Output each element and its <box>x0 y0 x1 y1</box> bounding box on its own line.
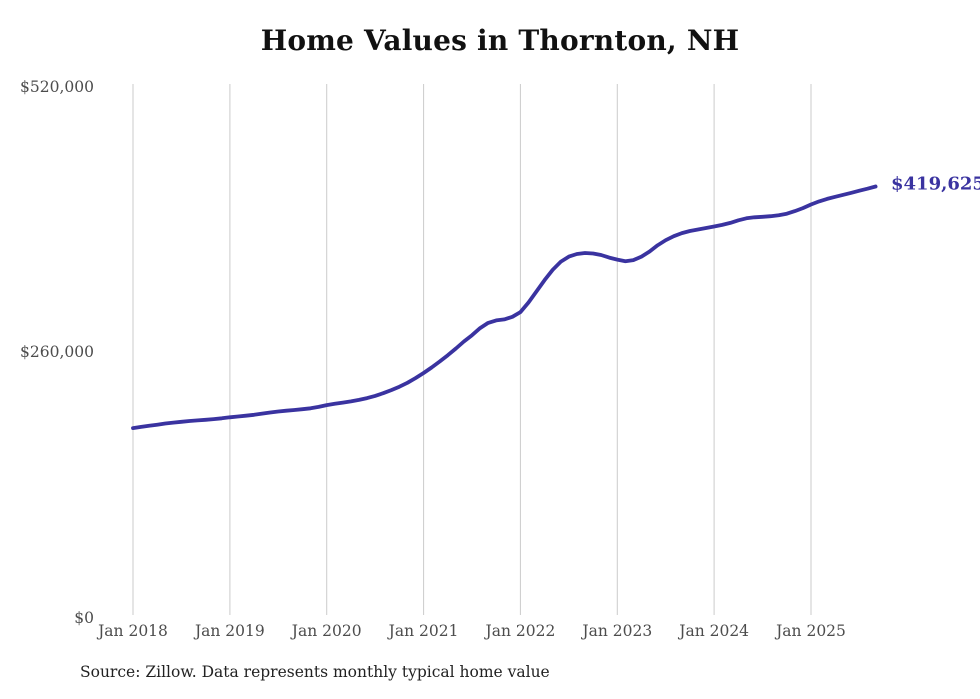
home-value-line <box>131 184 878 430</box>
y-tick-label: $0 <box>74 608 94 627</box>
x-tick-label: Jan 2023 <box>582 622 653 640</box>
x-tick-label: Jan 2019 <box>194 622 265 640</box>
y-tick-label: $260,000 <box>20 343 94 361</box>
x-tick-label: Jan 2022 <box>485 622 556 640</box>
x-tick-label: Jan 2018 <box>98 622 168 640</box>
y-tick-label: $520,000 <box>20 77 94 96</box>
x-tick-label: Jan 2024 <box>679 622 750 640</box>
chart-title: Home Values in Thornton, NH <box>260 24 740 57</box>
source-note: Source: Zillow. Data represents monthly … <box>80 663 550 681</box>
x-tick-label: Jan 2020 <box>291 622 362 640</box>
x-tick-label: Jan 2025 <box>776 622 846 640</box>
last-value-label: $419,625 <box>891 173 980 195</box>
x-tick-label: Jan 2021 <box>388 622 459 640</box>
